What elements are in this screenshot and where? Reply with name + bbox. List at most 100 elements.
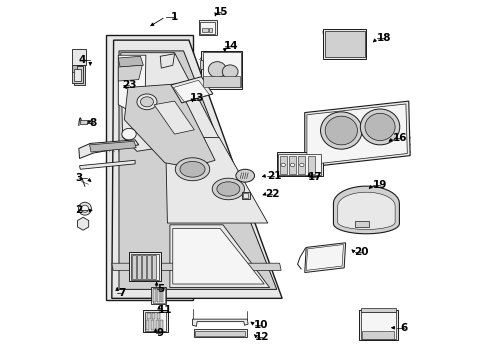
Polygon shape [305,244,343,270]
Bar [142,255,145,279]
Ellipse shape [180,161,204,177]
Ellipse shape [175,158,209,181]
Polygon shape [79,140,139,158]
Bar [203,76,240,87]
Ellipse shape [360,109,399,145]
Ellipse shape [122,129,136,140]
Text: 22: 22 [264,189,279,199]
Ellipse shape [281,163,285,167]
Bar [143,310,167,332]
Text: 18: 18 [376,33,390,43]
Ellipse shape [78,202,91,215]
Ellipse shape [320,112,362,149]
Ellipse shape [325,116,357,145]
Ellipse shape [299,163,304,167]
Bar [200,22,215,34]
Polygon shape [165,137,267,223]
Ellipse shape [235,169,254,182]
Bar [198,21,216,35]
Bar [72,66,83,83]
Polygon shape [118,65,142,81]
Bar [152,255,156,279]
Text: 19: 19 [372,180,386,190]
Text: 12: 12 [254,332,268,342]
Polygon shape [121,53,219,151]
Ellipse shape [364,113,394,140]
Text: 23: 23 [122,80,136,90]
Text: 3: 3 [75,173,82,183]
Bar [153,289,156,302]
Bar [279,156,286,174]
Polygon shape [192,319,247,326]
Text: 20: 20 [353,247,367,257]
Ellipse shape [208,62,226,77]
Bar [325,31,364,57]
Bar [160,320,163,330]
Bar [160,289,163,302]
Polygon shape [154,101,194,134]
Bar [129,252,160,281]
Bar [360,312,395,338]
Text: 16: 16 [392,133,407,143]
Polygon shape [304,243,345,273]
Bar [203,52,240,87]
Bar [241,192,249,199]
Bar [202,28,207,32]
Polygon shape [171,77,212,103]
Text: 21: 21 [266,171,281,181]
Text: 14: 14 [223,41,238,50]
Bar [323,30,366,59]
Ellipse shape [290,163,294,167]
Bar [362,331,394,338]
Text: 2: 2 [75,206,82,216]
Bar [152,313,155,319]
Polygon shape [304,101,409,167]
Bar [156,313,160,319]
Bar [151,320,154,330]
Bar [242,193,248,198]
Bar [288,156,296,174]
Polygon shape [106,35,192,300]
Text: 8: 8 [89,118,97,128]
Bar [354,221,368,227]
Ellipse shape [140,97,153,107]
Bar [193,329,246,337]
Bar [132,255,136,279]
Bar [199,60,203,69]
Text: 17: 17 [307,172,322,182]
Polygon shape [78,217,88,230]
Text: 15: 15 [214,7,228,17]
Bar [360,308,395,312]
Bar [298,156,305,174]
Bar [144,312,166,331]
Bar [137,255,141,279]
Ellipse shape [217,182,239,196]
Polygon shape [80,160,135,169]
Text: 11: 11 [157,305,172,315]
Polygon shape [112,263,281,270]
Bar [72,49,86,65]
Bar [147,313,150,319]
Bar [131,254,159,280]
Bar [147,255,151,279]
Bar [359,310,397,339]
Polygon shape [124,84,215,167]
Text: 6: 6 [400,323,407,333]
Text: 10: 10 [253,320,267,330]
Bar [195,330,244,336]
Polygon shape [118,55,145,119]
Polygon shape [118,56,143,67]
Polygon shape [333,186,399,234]
Bar [152,288,164,303]
Bar [201,51,241,89]
Bar [151,287,166,304]
Bar [72,65,77,72]
Polygon shape [89,141,136,152]
Bar [307,156,314,174]
Ellipse shape [137,94,157,110]
Polygon shape [169,225,269,288]
Bar [276,152,322,176]
Polygon shape [337,192,394,229]
Polygon shape [172,228,264,284]
Text: 1: 1 [171,12,178,22]
